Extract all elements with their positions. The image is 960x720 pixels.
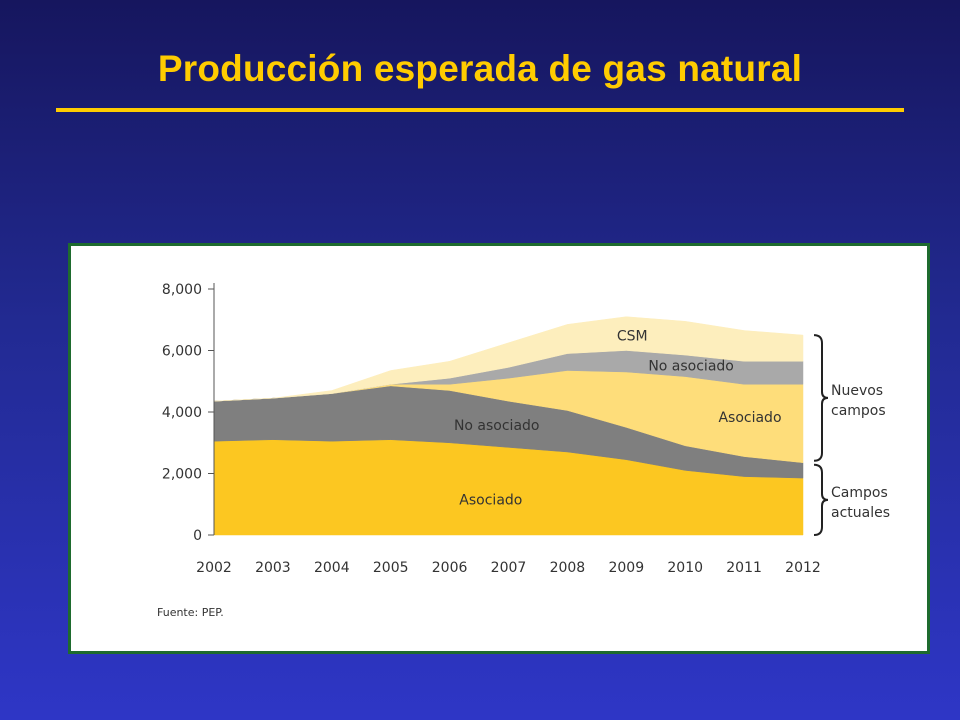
bracket-label: Nuevos — [831, 383, 883, 399]
area-label: No asociado — [648, 358, 734, 374]
y-tick-label: 2,000 — [162, 467, 202, 483]
bracket-label: campos — [831, 403, 886, 419]
x-tick-label: 2002 — [196, 560, 232, 576]
x-tick-label: 2006 — [432, 560, 468, 576]
bracket-nuevos-campos — [813, 334, 829, 462]
y-tick-label: 4,000 — [162, 405, 202, 421]
x-tick-label: 2009 — [608, 560, 644, 576]
x-tick-label: 2012 — [785, 560, 821, 576]
x-tick-label: 2004 — [314, 560, 350, 576]
title-underline — [56, 108, 904, 112]
area-label: CSM — [617, 329, 648, 345]
area-label: Asociado — [459, 492, 522, 508]
bracket-label: Campos — [831, 485, 888, 501]
area-csm — [213, 316, 804, 402]
x-tick-label: 2008 — [550, 560, 586, 576]
stacked-area-chart: 0 2,000 4,000 6,000 8,000 2002 2003 2004 2005 200… — [157, 282, 890, 619]
area-label: Asociado — [718, 410, 781, 426]
chart-frame: 0 2,000 4,000 6,000 8,000 2002 2003 2004 2005 200… — [68, 243, 930, 654]
area-label: No asociado — [454, 418, 540, 434]
bracket-label: actuales — [831, 505, 890, 521]
bracket-campos-actuales — [813, 463, 829, 536]
x-tick-label: 2005 — [373, 560, 409, 576]
slide-title: Producción esperada de gas natural — [157, 48, 803, 89]
source-note: Fuente: PEP. — [157, 606, 224, 619]
x-tick-label: 2011 — [726, 560, 762, 576]
y-tick-label: 0 — [193, 528, 202, 544]
x-tick-label: 2010 — [667, 560, 703, 576]
y-tick-label: 8,000 — [162, 282, 202, 298]
x-tick-label: 2003 — [255, 560, 291, 576]
y-tick-label: 6,000 — [162, 344, 202, 360]
x-tick-label: 2007 — [491, 560, 527, 576]
